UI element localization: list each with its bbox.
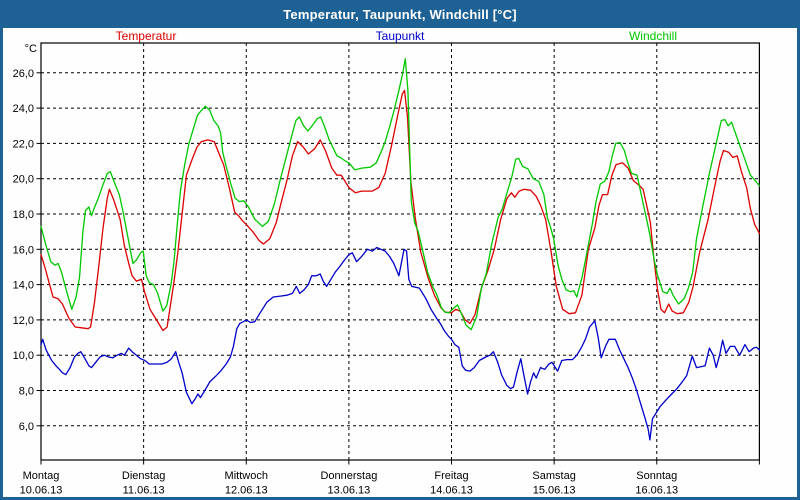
y-tick-label: 16,0 — [13, 244, 34, 256]
day-label: Montag — [23, 470, 60, 482]
series-lines — [40, 58, 761, 441]
date-label: 13.06.13 — [327, 485, 370, 497]
legend-taupunkt: Taupunkt — [375, 29, 425, 43]
date-label: 11.06.13 — [123, 485, 165, 497]
window-title: Temperatur, Taupunkt, Windchill [°C] — [283, 6, 517, 22]
day-label: Sonntag — [636, 470, 677, 482]
day-label: Donnerstag — [320, 470, 377, 482]
day-label: Mittwoch — [225, 470, 268, 482]
day-label: Dienstag — [122, 470, 165, 482]
y-tick-label: 26,0 — [13, 68, 34, 80]
y-tick-label: 6,0 — [19, 421, 34, 433]
date-label: 12.06.13 — [225, 485, 268, 497]
date-label: 14.06.13 — [430, 485, 473, 497]
y-tick-label: 20,0 — [13, 174, 34, 186]
date-label: 10.06.13 — [20, 485, 63, 497]
y-tick-label: 12,0 — [13, 315, 34, 327]
date-label: 16.06.13 — [635, 485, 678, 497]
y-tick-label: 10,0 — [13, 350, 34, 362]
day-label: Freitag — [434, 470, 468, 482]
axis-labels: 26,0 24,0 22,0 20,0 18,0 16,0 14,0 12,0 10,0 8,0 6… — [13, 43, 679, 497]
series-line-windchill — [40, 58, 761, 331]
y-axis-unit: °C — [25, 43, 37, 55]
legend-windchill: Windchill — [628, 29, 677, 43]
title-bar: Temperatur, Taupunkt, Windchill [°C] — [0, 0, 800, 28]
series-line-taupunkt — [40, 246, 761, 441]
day-label: Samstag — [532, 470, 575, 482]
legend-temperatur: Temperatur — [115, 29, 177, 43]
series-line-temperatur — [40, 89, 761, 332]
chart-area: Temperatur Taupunkt Windchill 26,0 24,0 22… — [3, 28, 797, 497]
axes — [36, 42, 761, 465]
plot-border — [40, 42, 761, 461]
y-tick-label: 24,0 — [13, 103, 34, 115]
y-tick-label: 14,0 — [13, 280, 34, 292]
y-tick-label: 18,0 — [13, 209, 34, 221]
y-tick-label: 22,0 — [13, 138, 34, 150]
date-label: 15.06.13 — [533, 485, 576, 497]
y-tick-label: 8,0 — [19, 386, 34, 398]
